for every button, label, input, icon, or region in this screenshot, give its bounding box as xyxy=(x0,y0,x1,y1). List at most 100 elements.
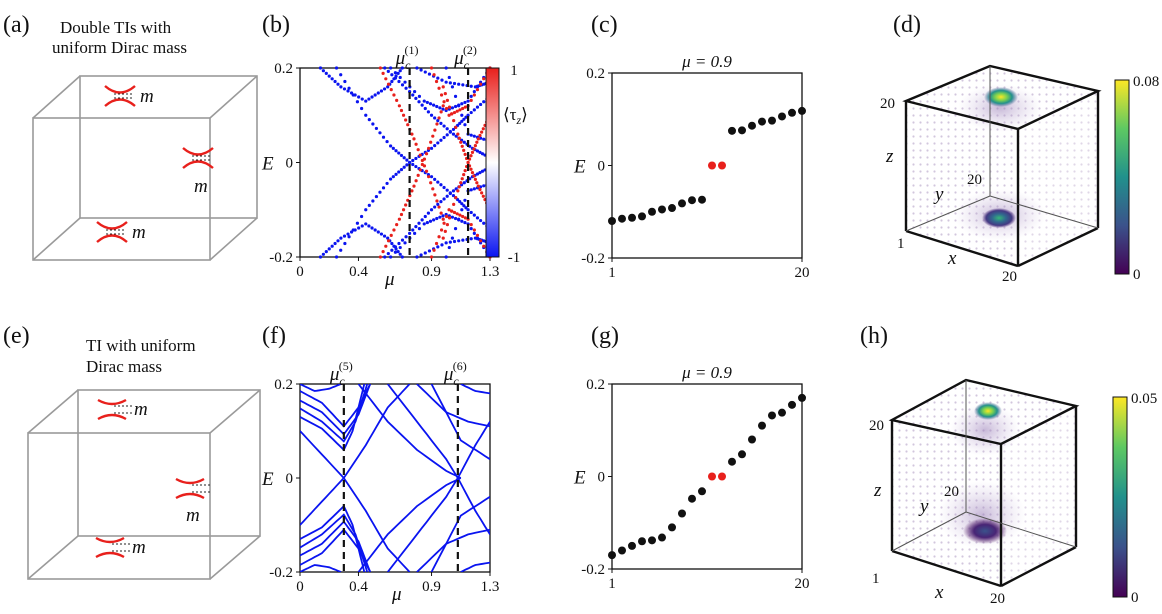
b-blue-point xyxy=(451,189,456,193)
f-band-line xyxy=(300,564,342,572)
b-blue-point xyxy=(379,89,384,93)
b-red-point xyxy=(429,66,434,70)
b-blue-point xyxy=(389,144,393,148)
b-blue-point xyxy=(457,217,461,221)
b-red-point xyxy=(437,86,441,90)
b-blue-point xyxy=(460,202,464,206)
b-blue-point xyxy=(464,206,468,210)
b-red-point xyxy=(416,148,420,152)
b-blue-point xyxy=(442,124,446,128)
b-red-point xyxy=(444,214,449,219)
g-energy-point xyxy=(748,435,756,444)
b-blue-point xyxy=(462,204,466,208)
b-red-point xyxy=(431,187,435,191)
b-blue-point xyxy=(427,72,432,76)
b-blue-point xyxy=(390,73,394,77)
b-blue-point xyxy=(438,106,442,110)
b-critical-label: μc(1) xyxy=(395,43,419,72)
c-energy-point xyxy=(608,217,616,225)
b-red-point xyxy=(469,223,473,227)
b-blue-point xyxy=(383,255,387,259)
g-energy-point xyxy=(618,546,626,555)
g-energy-point xyxy=(738,450,746,459)
b-red-point xyxy=(441,85,445,89)
b-blue-point xyxy=(389,66,393,70)
b-blue-point xyxy=(448,191,452,196)
f-xtick-label: 0.4 xyxy=(349,579,368,595)
b-blue-point xyxy=(451,127,456,132)
b-blue-point xyxy=(373,93,377,97)
b-blue-point xyxy=(466,208,470,212)
g-energy-point xyxy=(668,523,676,532)
b-blue-point xyxy=(347,86,351,90)
c-energy-point xyxy=(678,199,686,208)
b-blue-point xyxy=(318,66,323,70)
b-blue-point xyxy=(415,66,419,70)
b-blue-point xyxy=(448,240,452,244)
b-red-point xyxy=(439,110,443,114)
b-red-point xyxy=(412,137,416,141)
f-band-line xyxy=(300,513,369,572)
b-blue-point xyxy=(357,226,361,230)
b-blue-point xyxy=(371,199,375,203)
b-blue-point xyxy=(450,106,455,110)
c-energy-point xyxy=(798,106,806,115)
b-red-point xyxy=(427,175,431,179)
b-blue-point xyxy=(342,234,347,238)
b-red-point xyxy=(414,142,418,146)
f-band-line xyxy=(430,496,490,572)
b-blue-point xyxy=(475,149,480,153)
h-x-tick-start: 1 xyxy=(872,571,880,587)
b-red-point xyxy=(412,184,416,188)
b-blue-point xyxy=(397,151,401,155)
c-energy-point xyxy=(688,196,696,205)
h-x-tick-end: 20 xyxy=(990,591,1005,607)
b-blue-point xyxy=(373,228,377,232)
b-blue-point xyxy=(339,236,343,240)
b-blue-point xyxy=(436,245,440,249)
colorbar-b-max: 1 xyxy=(510,63,518,79)
b-blue-point xyxy=(357,95,361,99)
b-blue-point xyxy=(382,234,387,238)
g-ytick-label: 0 xyxy=(598,470,606,486)
b-xtick-label: 0.9 xyxy=(422,264,441,280)
b-blue-point xyxy=(472,213,476,217)
b-red-point xyxy=(469,154,473,158)
b-red-point xyxy=(458,213,462,217)
b-blue-point xyxy=(355,100,360,104)
b-red-point xyxy=(463,216,467,220)
b-blue-point xyxy=(370,95,374,99)
b-red-point xyxy=(442,100,446,104)
b-blue-point xyxy=(327,247,331,251)
b-red-point xyxy=(459,140,463,144)
f-band-line xyxy=(300,384,342,392)
b-red-point xyxy=(381,71,385,75)
b-blue-point xyxy=(429,113,434,117)
b-blue-point xyxy=(383,66,387,70)
b-blue-point xyxy=(469,237,473,241)
b-blue-point xyxy=(466,99,470,103)
b-blue-point xyxy=(374,194,379,199)
c-plot-frame xyxy=(611,72,803,259)
c-title: μ = 0.9 xyxy=(681,52,732,71)
b-red-point xyxy=(429,255,434,259)
b-blue-point xyxy=(460,208,464,212)
f-ytick-label: 0 xyxy=(286,471,294,487)
b-blue-point xyxy=(435,216,439,221)
b-red-point xyxy=(472,147,476,151)
b-red-point xyxy=(395,223,399,227)
d-y-label: y xyxy=(933,184,944,205)
b-blue-point xyxy=(370,226,374,230)
b-blue-point xyxy=(439,138,443,142)
b-blue-point xyxy=(334,66,339,70)
d-x-label: x xyxy=(947,248,957,269)
b-red-point xyxy=(469,98,473,102)
b-red-point xyxy=(401,113,406,117)
b-blue-point xyxy=(417,227,422,231)
b-red-point xyxy=(455,212,459,216)
f-ytick-label: -0.2 xyxy=(269,565,293,581)
b-blue-point xyxy=(339,73,343,77)
b-blue-point xyxy=(433,177,437,181)
b-blue-point xyxy=(469,227,473,231)
b-red-point xyxy=(457,185,461,189)
